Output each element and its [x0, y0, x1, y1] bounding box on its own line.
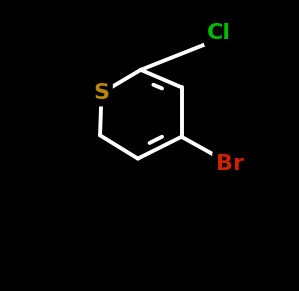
- Text: Br: Br: [216, 155, 243, 174]
- Text: S: S: [94, 83, 109, 103]
- Text: Cl: Cl: [207, 24, 231, 43]
